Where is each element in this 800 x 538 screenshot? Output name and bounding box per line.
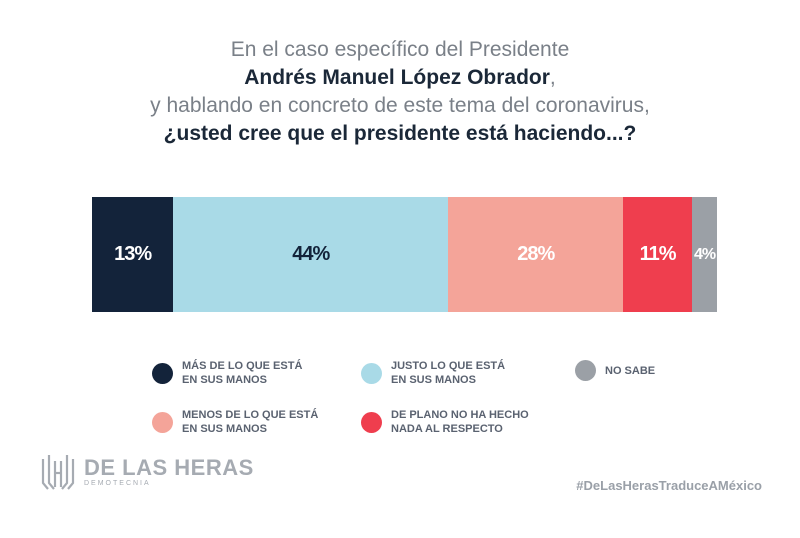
legend-swatch [361,411,382,433]
legend-label: NO SABE [605,364,656,377]
brand-subtitle: DEMOTECNIA [84,480,151,487]
data-label: 44% [292,243,330,265]
legend-label: EN SUS MANOS [391,374,476,386]
bar-segment: 44% [173,197,449,312]
brand-logo: DE LAS HERAS DEMOTECNIA [40,453,254,493]
stacked-bar: 13% 44% 28% 11% 4% [92,197,717,312]
title-question: ¿usted cree que el presidente está hacie… [163,122,637,145]
chart-title: En el caso específico del Presidente And… [0,36,800,148]
title-line-2: Andrés Manuel López Obrador, [0,64,800,92]
title-comma: , [549,66,556,89]
bar-segment: 11% [623,197,692,312]
legend-swatch [361,362,382,384]
legend-swatch [152,411,173,433]
legend-swatch [575,360,596,381]
title-line-1: En el caso específico del Presidente [230,38,570,61]
legend-item-mas: MÁS DE LO QUE ESTÁ EN SUS MANOS [152,359,342,387]
legend-swatch [152,362,173,384]
brand-name: DE LAS HERAS [84,455,254,480]
legend-label: MÁS DE LO QUE ESTÁ [182,360,303,372]
bar-segment: 13% [92,197,174,312]
legend-label: EN SUS MANOS [182,423,267,435]
data-label: 13% [114,243,152,265]
bar-segment: 28% [448,197,624,312]
data-label: 4% [693,245,716,263]
data-label: 28% [517,243,555,265]
title-line-3: y hablando en concreto de este tema del … [150,94,650,117]
data-label: 11% [639,243,677,265]
legend-item-nada: DE PLANO NO HA HECHO NADA AL RESPECTO [361,408,551,436]
legend-item-justo: JUSTO LO QUE ESTÁ EN SUS MANOS [361,359,551,387]
legend-label: JUSTO LO QUE ESTÁ [391,360,506,372]
legend-item-menos: MENOS DE LO QUE ESTÁ EN SUS MANOS [152,408,342,436]
legend-label: EN SUS MANOS [182,374,267,386]
de-las-heras-logo-icon [41,455,75,490]
legend-label: MENOS DE LO QUE ESTÁ [182,409,319,421]
legend-label: DE PLANO NO HA HECHO [391,409,529,421]
title-president-name: Andrés Manuel López Obrador [244,66,550,89]
legend-label: NADA AL RESPECTO [391,423,503,435]
legend-item-no-sabe: NO SABE [575,360,765,381]
bar-segment: 4% [692,197,717,312]
hashtag: #DeLasHerasTraduceAMéxico [576,478,762,493]
